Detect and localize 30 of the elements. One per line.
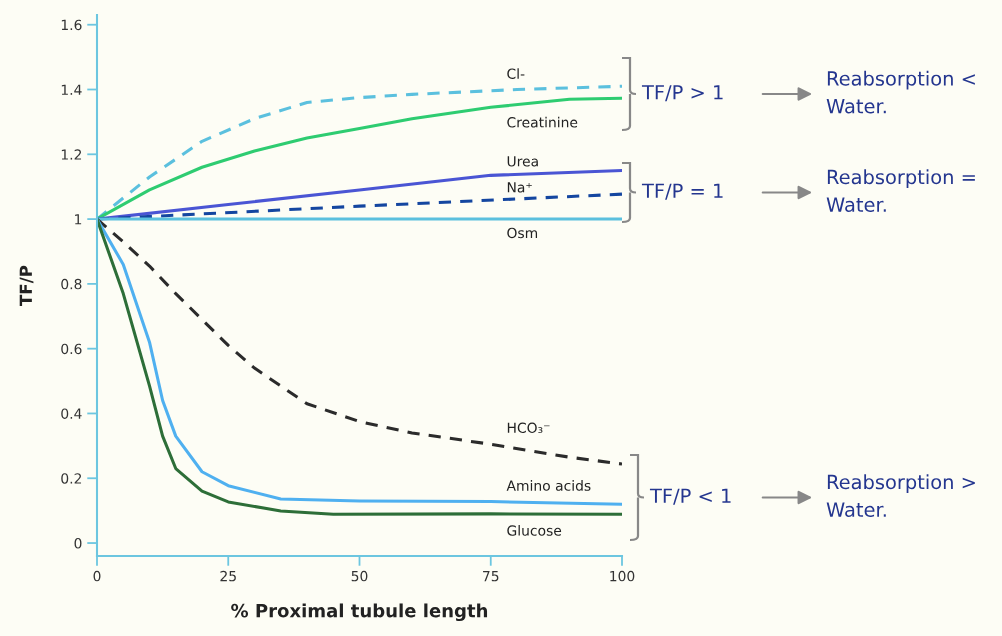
text: TF/P < 1 [649, 488, 731, 505]
y-tick-label: 0.8 [61, 278, 82, 290]
x-axis-title: % Proximal tubule length [231, 603, 488, 622]
series-label: Na⁺ [507, 182, 532, 193]
y-tick-label: 0.2 [61, 473, 82, 484]
y-tick-label: 0 [74, 538, 82, 549]
series-label: Urea [507, 156, 538, 167]
x-tick-label: 0 [93, 570, 101, 582]
y-tick-label: 0.4 [61, 408, 82, 419]
text: TF/P = 1 [641, 183, 723, 200]
y-tick-label: 1.6 [61, 19, 82, 31]
text: Reabsorption > Water. [826, 474, 975, 517]
y-tick-label: 0.6 [61, 343, 82, 355]
text: TF/P > 1 [641, 85, 723, 102]
x-tick-label: 100 [610, 570, 635, 582]
x-tick-label: 75 [483, 571, 499, 582]
y-tick-label: 1.2 [61, 149, 82, 160]
text: Reabsorption = Water. [826, 169, 975, 212]
y-tick-label: 1.4 [61, 84, 82, 95]
series-label: Glucose [507, 525, 562, 536]
series-label: Creatinine [507, 116, 578, 128]
y-tick-label: 1 [75, 214, 82, 225]
series-label: HCO₃⁻ [507, 422, 550, 434]
series-label: Amino acids [506, 480, 591, 491]
x-tick-label: 25 [220, 570, 236, 582]
x-tick-label: 50 [351, 570, 368, 582]
text: Reabsorption < Water. [826, 70, 975, 114]
series-label: Cl- [507, 68, 525, 79]
series-label: Osm [507, 227, 538, 239]
y-axis-title: TF/P [19, 265, 34, 306]
